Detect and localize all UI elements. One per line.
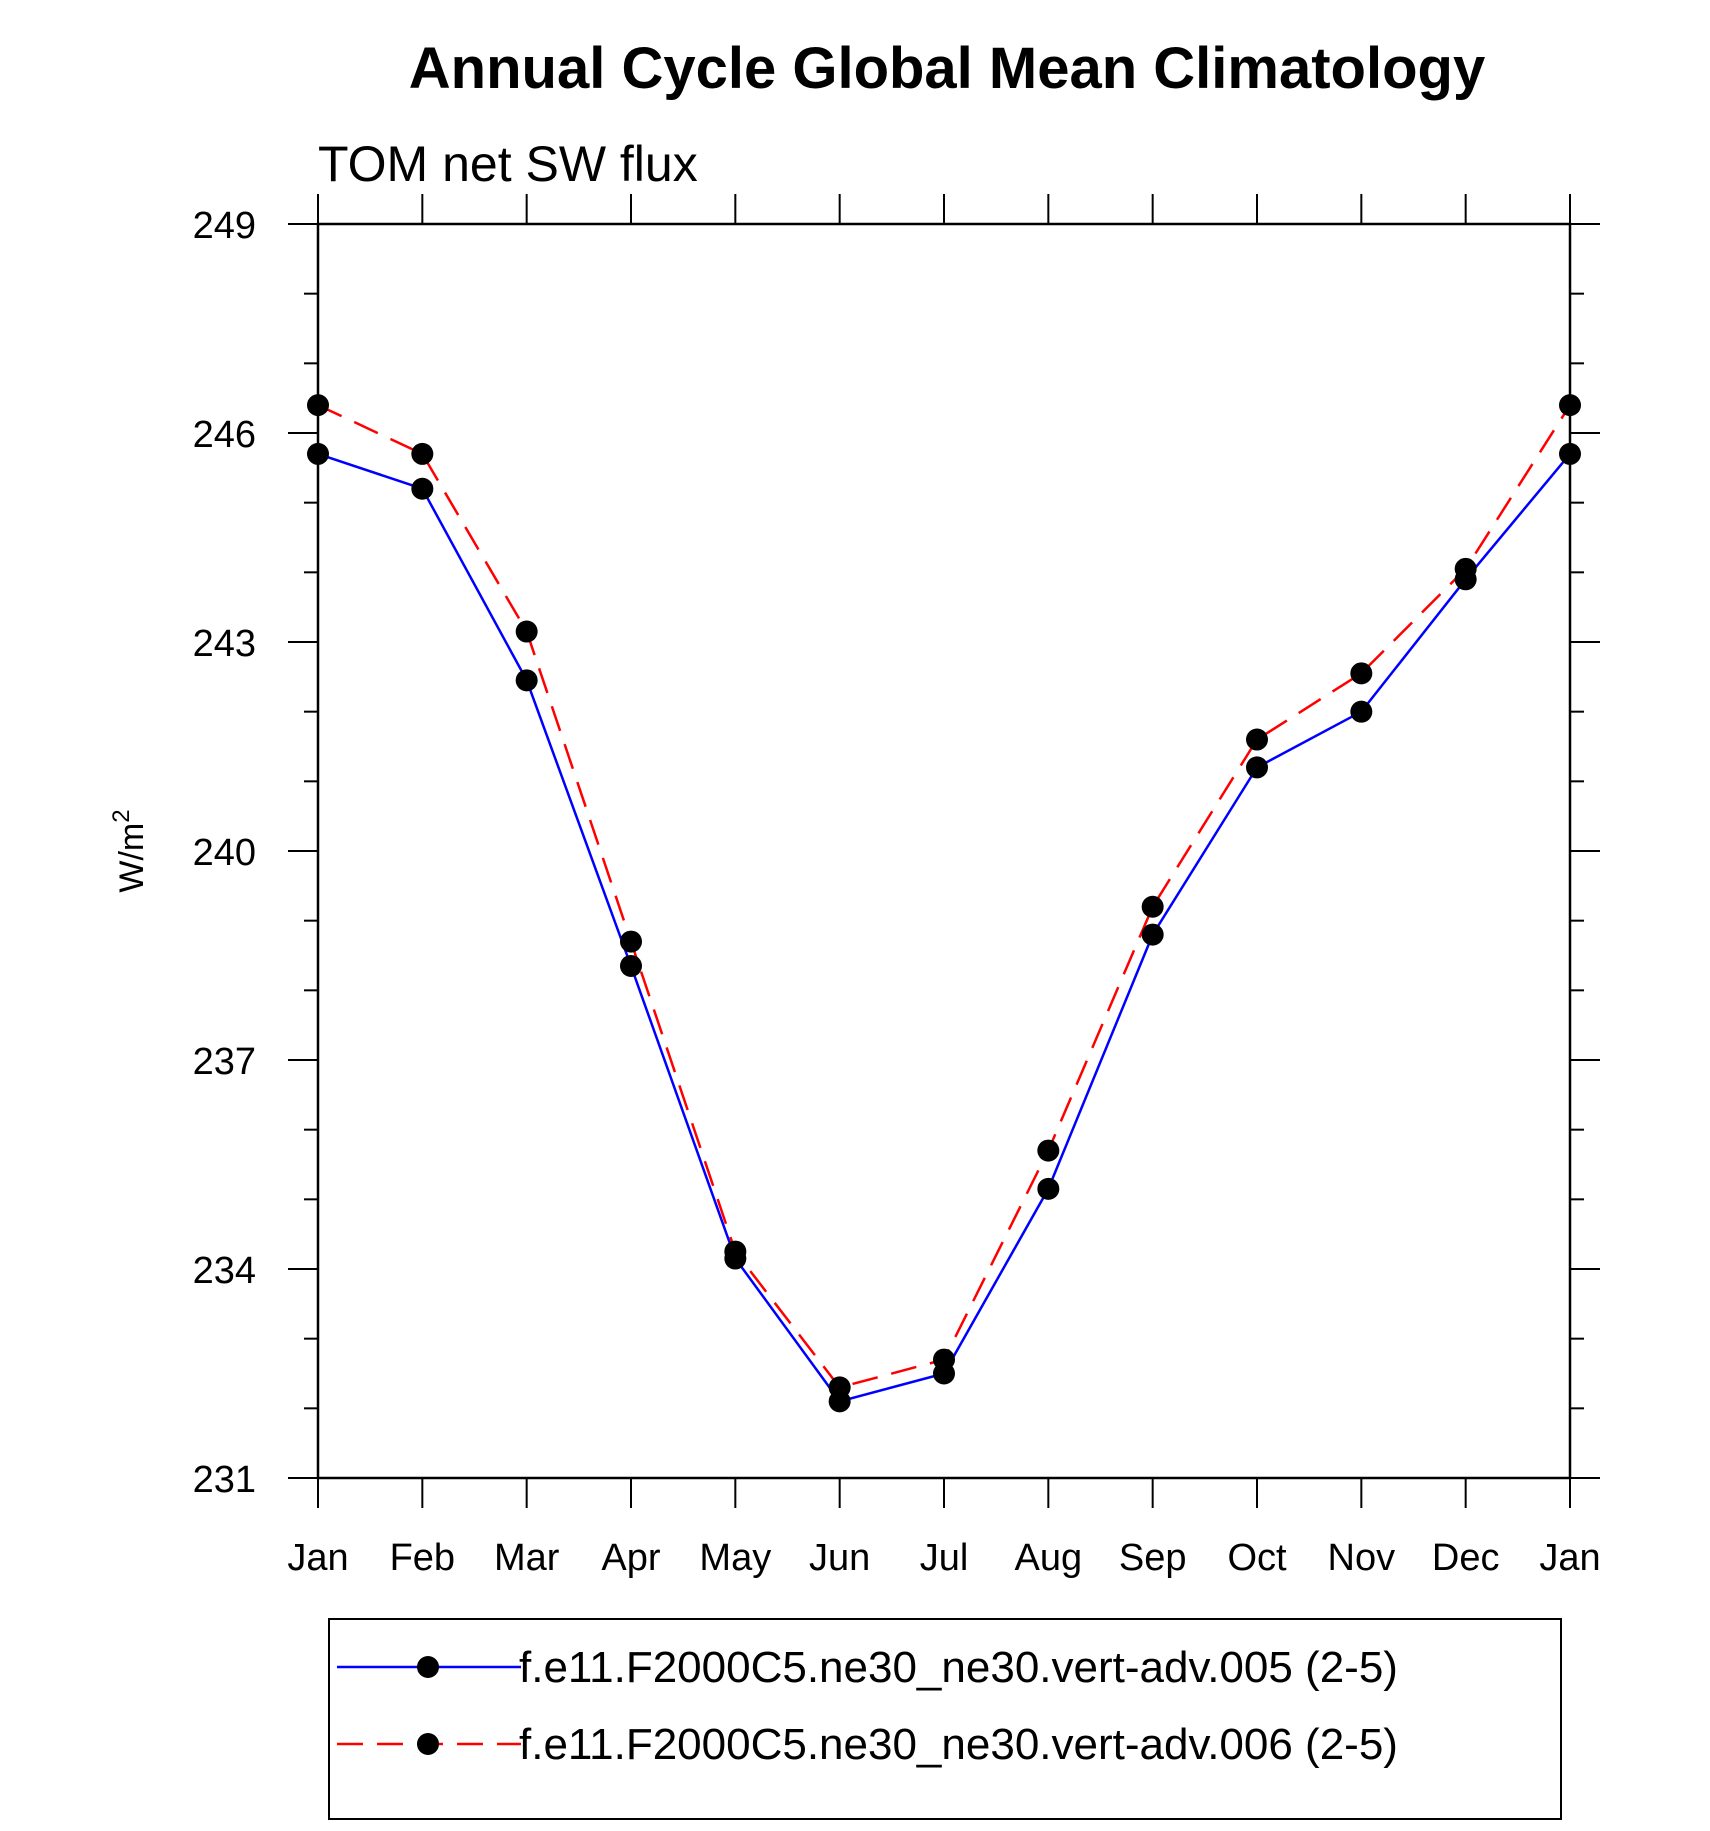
- series-line-1: [317, 452, 1571, 1403]
- data-point-series-1: [620, 954, 642, 977]
- data-point-series-2: [1246, 728, 1268, 751]
- x-tick-label: Mar: [494, 1537, 560, 1579]
- data-point-series-2: [724, 1240, 747, 1263]
- axis-ticks: [288, 194, 1600, 1508]
- data-point-series-1: [1350, 700, 1373, 723]
- data-point-series-1: [1141, 923, 1164, 946]
- x-axis-tick-labels: Jan Feb Mar Apr May Jun Jul Aug Sep Oct Nov Dec Jan: [287, 1537, 1600, 1579]
- x-tick-label: Jan: [287, 1537, 348, 1579]
- y-tick-label: 246: [193, 414, 256, 456]
- data-point-series-1: [1037, 1177, 1060, 1200]
- data-point-series-2: [933, 1348, 955, 1371]
- x-tick-label: Aug: [1015, 1537, 1083, 1579]
- y-axis-label-superscript: 2: [108, 809, 135, 822]
- legend-marker-series-2: [417, 1733, 439, 1755]
- x-tick-label: Oct: [1227, 1537, 1287, 1579]
- legend-box: [328, 1618, 1562, 1820]
- y-tick-label: 249: [193, 205, 256, 247]
- data-point-series-2: [620, 930, 642, 953]
- x-tick-label: May: [699, 1537, 771, 1579]
- x-tick-label: Jun: [809, 1537, 870, 1579]
- x-tick-label: Jul: [920, 1537, 969, 1579]
- y-tick-label: 237: [193, 1041, 256, 1083]
- data-point-series-2: [515, 620, 538, 643]
- data-point-series-2: [1350, 662, 1373, 685]
- y-tick-label: 231: [193, 1459, 256, 1501]
- data-point-series-2: [1454, 557, 1477, 580]
- x-tick-label: Jan: [1539, 1537, 1600, 1579]
- chart-subtitle: TOM net SW flux: [318, 136, 698, 192]
- data-point-series-1: [1246, 756, 1268, 779]
- data-point-series-1: [515, 669, 538, 692]
- x-tick-label: Nov: [1328, 1537, 1396, 1579]
- data-point-series-1: [411, 477, 434, 500]
- y-axis-label: W/m2: [108, 809, 151, 892]
- y-axis-label-unit: W/m: [113, 823, 151, 893]
- data-point-series-2: [1037, 1139, 1060, 1162]
- y-tick-label: 234: [193, 1250, 256, 1292]
- data-point-series-2: [828, 1376, 851, 1399]
- x-tick-label: Dec: [1432, 1537, 1500, 1579]
- legend: f.e11.F2000C5.ne30_ne30.vert-adv.005 (2-…: [328, 1618, 1562, 1820]
- legend-label-series-2: f.e11.F2000C5.ne30_ne30.vert-adv.006 (2-…: [519, 1720, 1398, 1769]
- plot-frame: [316, 222, 1572, 1480]
- chart-title: Annual Cycle Global Mean Climatology: [409, 36, 1485, 101]
- data-point-series-1: [1559, 442, 1581, 465]
- data-point-series-2: [411, 442, 434, 465]
- data-point-series-1: [307, 442, 329, 465]
- data-point-series-2: [307, 394, 329, 417]
- series-line-2: [317, 403, 1572, 1389]
- x-tick-label: Sep: [1119, 1537, 1187, 1579]
- data-point-series-2: [1559, 394, 1581, 417]
- legend-label-series-1: f.e11.F2000C5.ne30_ne30.vert-adv.005 (2-…: [519, 1643, 1398, 1692]
- y-axis-tick-labels: 231 234 237 240 243 246 249: [193, 205, 256, 1501]
- data-point-series-2: [1141, 895, 1164, 918]
- y-tick-label: 240: [193, 832, 256, 874]
- y-tick-label: 243: [193, 623, 256, 665]
- series-layer: [307, 394, 1581, 1413]
- x-tick-label: Feb: [390, 1537, 455, 1579]
- legend-marker-series-1: [417, 1656, 439, 1678]
- x-tick-label: Apr: [601, 1537, 660, 1579]
